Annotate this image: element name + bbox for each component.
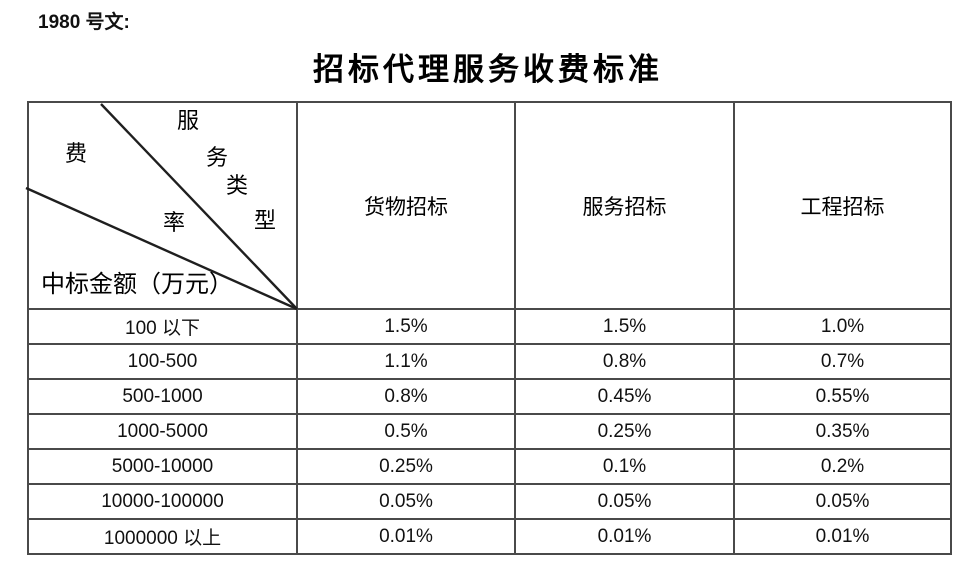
row-label: 100-500 (27, 343, 298, 380)
fee-value: 0.45% (514, 378, 735, 415)
table-row: 1000-5000 0.5% 0.25% 0.35% (27, 413, 952, 450)
fee-value: 0.25% (514, 413, 735, 450)
fee-value: 0.55% (733, 378, 952, 415)
fee-value: 0.35% (733, 413, 952, 450)
column-header-services: 服务招标 (514, 101, 735, 310)
corner-amount-label: 中标金额（万元） (41, 272, 233, 298)
fee-value: 1.0% (733, 308, 952, 345)
row-label: 10000-100000 (27, 483, 298, 520)
row-label: 5000-10000 (27, 448, 298, 485)
column-header-works: 工程招标 (733, 101, 952, 310)
corner-type-char: 服 (177, 108, 200, 133)
row-label: 1000000 以上 (27, 518, 298, 555)
column-header-goods: 货物招标 (296, 101, 516, 310)
fee-value: 0.05% (733, 483, 952, 520)
table-row: 10000-100000 0.05% 0.05% 0.05% (27, 483, 952, 520)
table-row: 5000-10000 0.25% 0.1% 0.2% (27, 448, 952, 485)
doc-number-label: 1980 号文: (38, 12, 130, 33)
fee-value: 0.05% (296, 483, 516, 520)
corner-type-char: 类 (226, 173, 249, 198)
fee-value: 1.5% (514, 308, 735, 345)
table-row: 1000000 以上 0.01% 0.01% 0.01% (27, 518, 952, 555)
row-label: 100 以下 (27, 308, 298, 345)
fee-value: 0.01% (514, 518, 735, 555)
fee-value: 0.01% (296, 518, 516, 555)
fee-value: 0.8% (296, 378, 516, 415)
fee-value: 0.01% (733, 518, 952, 555)
corner-rate-char: 率 (163, 210, 186, 235)
table-row: 500-1000 0.8% 0.45% 0.55% (27, 378, 952, 415)
corner-rate-char: 费 (65, 141, 88, 166)
row-label: 500-1000 (27, 378, 298, 415)
page-title: 招标代理服务收费标准 (313, 52, 663, 87)
table-corner-cell: 服 务 类 型 费 率 中标金额（万元） (25, 101, 298, 311)
fee-value: 1.5% (296, 308, 516, 345)
fee-value: 0.7% (733, 343, 952, 380)
fee-value: 0.2% (733, 448, 952, 485)
row-label: 1000-5000 (27, 413, 298, 450)
table-row: 100-500 1.1% 0.8% 0.7% (27, 343, 952, 380)
fee-value: 0.8% (514, 343, 735, 380)
corner-type-char: 务 (206, 145, 229, 170)
fee-value: 0.1% (514, 448, 735, 485)
fee-value: 1.1% (296, 343, 516, 380)
fee-value: 0.25% (296, 448, 516, 485)
table-row: 100 以下 1.5% 1.5% 1.0% (27, 308, 952, 345)
corner-type-char: 型 (254, 208, 277, 233)
fee-value: 0.05% (514, 483, 735, 520)
fee-value: 0.5% (296, 413, 516, 450)
fee-table: 服 务 类 型 费 率 中标金额（万元） 货物招标 服务招标 工程招标 100 … (25, 101, 952, 555)
table-header-row: 服 务 类 型 费 率 中标金额（万元） 货物招标 服务招标 工程招标 (25, 101, 952, 311)
